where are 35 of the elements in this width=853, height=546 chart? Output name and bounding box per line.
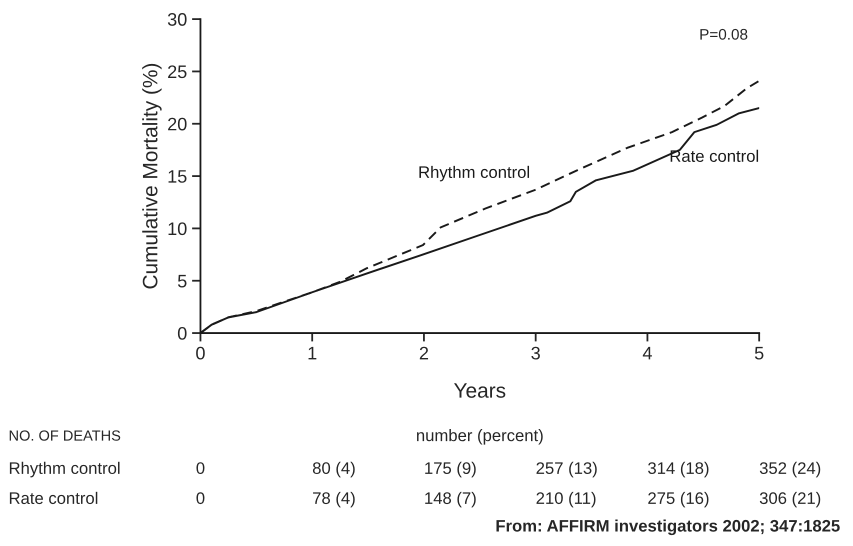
text: 80 (4) [312, 462, 355, 478]
text: 0 [196, 492, 204, 504]
series-label: Rhythm control [419, 166, 530, 182]
x-axis-title: Years [454, 383, 506, 398]
text: number (percent) [417, 429, 543, 445]
text: 314 (18) [648, 462, 708, 478]
text: 257 (13) [536, 462, 597, 478]
y-tick-label: 20 [168, 118, 187, 130]
y-tick-label: 15 [168, 170, 187, 183]
y-tick-label: 0 [178, 326, 187, 340]
text: NO. OF DEATHS [10, 430, 120, 441]
text: 352 (24) [760, 462, 820, 478]
x-tick-label: 0 [196, 346, 205, 360]
text: 175 (9) [425, 462, 476, 478]
y-axis-title: Cumulative Mortality (%) [142, 64, 162, 288]
x-tick-label: 1 [308, 346, 316, 360]
y-tick-label: 30 [168, 13, 187, 26]
text: 275 (16) [648, 492, 708, 508]
x-tick-label: 2 [420, 346, 428, 360]
text: 306 (21) [760, 492, 820, 508]
series-label: Rate control [670, 150, 758, 162]
text: From: AFFIRM investigators 2002; 347:1825 [496, 519, 840, 536]
x-tick-label: 4 [642, 346, 652, 360]
text: 210 (11) [536, 492, 596, 508]
x-tick-label: 3 [531, 346, 540, 360]
text: 78 (4) [313, 492, 355, 508]
y-tick-label: 25 [168, 65, 187, 78]
text: Rhythm control [10, 462, 120, 478]
x-tick-label: 5 [754, 346, 764, 360]
y-tick-label: 5 [178, 274, 187, 288]
annotation: P=0.08 [700, 28, 748, 40]
text: Rate control [10, 492, 98, 504]
y-tick-label: 10 [168, 222, 187, 236]
text: 0 [196, 462, 204, 474]
text: 148 (7) [425, 492, 476, 508]
